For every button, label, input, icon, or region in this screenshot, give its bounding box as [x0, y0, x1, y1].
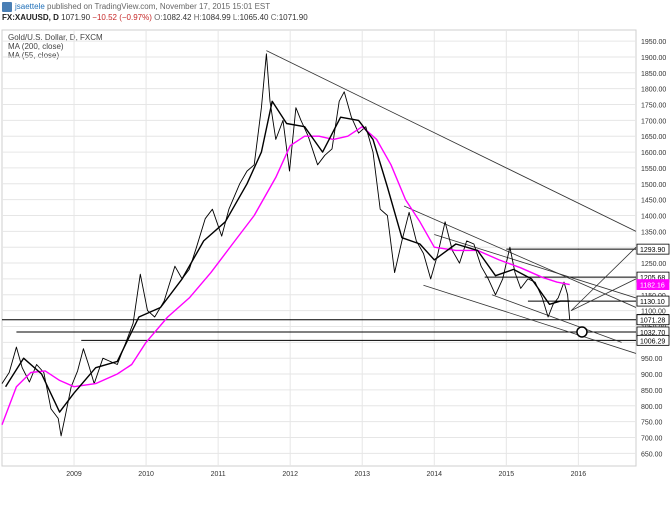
y-tick-label: 650.00: [641, 451, 663, 458]
y-tick-label: 1400.00: [641, 213, 666, 220]
y-tick-label: 1950.00: [641, 39, 666, 46]
x-tick-label: 2014: [426, 471, 442, 478]
last-price: 1071.90: [61, 13, 91, 22]
x-tick-label: 2012: [282, 471, 298, 478]
x-tick-label: 2016: [571, 471, 587, 478]
legend-ma200[interactable]: MA (200, close): [8, 42, 64, 51]
change: −10.52 (−0.97%): [92, 13, 152, 22]
target-marker: [576, 326, 588, 338]
y-tick-label: 1700.00: [641, 118, 666, 125]
y-tick-label: 1800.00: [641, 87, 666, 94]
y-tick-label: 700.00: [641, 435, 663, 442]
publisher-name[interactable]: jsaettele: [15, 2, 45, 11]
legend-title: Gold/U.S. Dollar, D, FXCM: [8, 33, 103, 42]
y-tick-label: 950.00: [641, 356, 663, 363]
open-label: O:: [154, 13, 163, 22]
price-label-text: 1182.16: [640, 283, 665, 290]
y-tick-label: 1350.00: [641, 229, 666, 236]
y-tick-label: 1850.00: [641, 71, 666, 78]
trendline-fan-2: [570, 278, 637, 311]
price-label-text: 1071.28: [640, 318, 665, 325]
price-line: [1, 53, 571, 437]
trendline-inner-lower: [491, 294, 622, 343]
trendline-fan-1: [570, 246, 637, 311]
y-tick-label: 750.00: [641, 420, 663, 427]
y-tick-label: 1450.00: [641, 198, 666, 205]
price-label-box: [636, 295, 670, 307]
y-tick-label: 1500.00: [641, 182, 666, 189]
price-label-box: [636, 334, 670, 346]
publish-header: jsaettele published on TradingView.com, …: [15, 2, 270, 12]
trendlines: [2, 50, 637, 354]
close-label: C:: [270, 13, 279, 22]
y-tick-label: 1900.00: [641, 55, 666, 62]
low-label: L:: [232, 13, 240, 22]
trendline-inner-upper: [434, 234, 637, 299]
ma200-line: [1, 126, 570, 426]
price-label-box: [636, 314, 670, 326]
symbol: FX:XAUUSD, D: [2, 13, 59, 22]
open-value: 1082.42: [162, 13, 192, 22]
price-label-text: 1293.90: [640, 247, 665, 254]
x-tick-label: 2010: [138, 471, 154, 478]
x-tick-label: 2011: [211, 471, 226, 478]
y-tick-label: 1750.00: [641, 103, 666, 110]
legend-ma55[interactable]: MA (55, close): [8, 51, 60, 60]
y-tick-label: 900.00: [641, 372, 663, 379]
high-label: H:: [193, 13, 202, 22]
trendline-channel-lower: [423, 284, 637, 354]
y-tick-label: 850.00: [641, 388, 663, 395]
x-tick-label: 2009: [66, 471, 82, 478]
close-value: 1071.90: [278, 13, 308, 22]
x-tick-label: 2015: [499, 471, 515, 478]
price-label-text: 1205.68: [640, 275, 665, 282]
price-label-box: [636, 243, 670, 255]
price-labels: 1293.901205.681182.161130.101071.901071.…: [636, 243, 670, 346]
price-label-box: [636, 279, 670, 290]
y-tick-label: 1250.00: [641, 261, 666, 268]
price-label-text: 1032.70: [640, 330, 665, 337]
y-tick-label: 1550.00: [641, 166, 666, 173]
grid: [1, 29, 637, 467]
symbol-line: FX:XAUUSD, D 1071.90 −10.52 (−0.97%) O:1…: [2, 13, 308, 23]
y-tick-label: 800.00: [641, 404, 663, 411]
series: [1, 53, 588, 437]
low-value: 1065.40: [239, 13, 269, 22]
x-tick-label: 2013: [354, 471, 370, 478]
price-label-text: 1006.29: [640, 338, 665, 345]
price-label-text: 1130.10: [640, 299, 665, 306]
publisher-avatar-icon: [2, 2, 12, 12]
y-tick-label: 1600.00: [641, 150, 666, 157]
high-value: 1084.99: [201, 13, 231, 22]
trendline-channel-upper: [403, 205, 637, 308]
y-tick-label: 1100.00: [641, 309, 666, 316]
plot-frame: [1, 29, 637, 467]
published-text: published on TradingView.com, November 1…: [47, 2, 271, 11]
trendline-long-term-resistance: [266, 50, 637, 232]
ma55-line: [5, 100, 570, 413]
y-tick-label: 1650.00: [641, 134, 666, 141]
